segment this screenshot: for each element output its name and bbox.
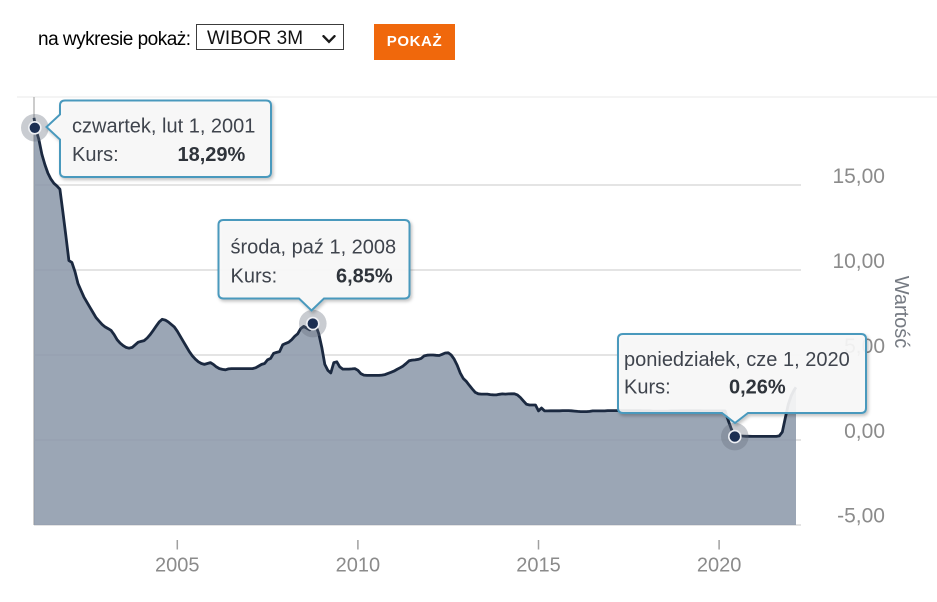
- svg-text:18,29%: 18,29%: [178, 144, 246, 166]
- svg-text:0,26%: 0,26%: [729, 377, 786, 399]
- svg-text:środa, paź 1, 2008: środa, paź 1, 2008: [231, 237, 397, 259]
- svg-text:Kurs:: Kurs:: [72, 144, 119, 166]
- svg-text:2020: 2020: [697, 555, 742, 577]
- svg-text:15,00: 15,00: [832, 165, 885, 188]
- svg-text:6,85%: 6,85%: [336, 266, 393, 288]
- svg-text:poniedziałek, cze 1, 2020: poniedziałek, cze 1, 2020: [624, 349, 850, 371]
- svg-text:2010: 2010: [336, 555, 381, 577]
- svg-text:czwartek, lut 1, 2001: czwartek, lut 1, 2001: [72, 115, 255, 137]
- svg-text:Wartość: Wartość: [890, 276, 912, 349]
- svg-text:Kurs:: Kurs:: [231, 266, 278, 288]
- svg-text:0,00: 0,00: [844, 420, 885, 443]
- svg-text:2005: 2005: [155, 555, 200, 577]
- svg-text:10,00: 10,00: [832, 250, 885, 273]
- svg-text:-5,00: -5,00: [837, 504, 885, 527]
- svg-text:Kurs:: Kurs:: [624, 377, 671, 399]
- svg-text:2015: 2015: [516, 555, 561, 577]
